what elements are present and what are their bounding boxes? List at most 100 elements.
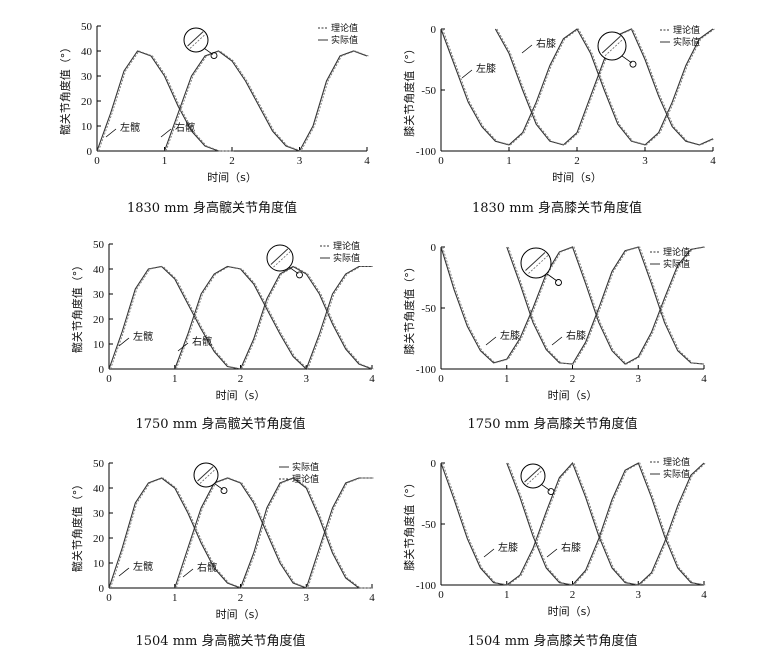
x-tick-label: 1 [162,155,168,167]
annotation-leader [521,44,533,54]
y-tick-label: 40 [81,46,93,58]
x-tick-label: 0 [106,373,112,385]
x-tick-label: 2 [238,592,244,604]
chart-caption: 1830 mm 身高膝关节角度值 [472,200,642,216]
x-tick-label: 3 [297,155,303,167]
series-line-theory [98,50,234,152]
x-tick-label: 1 [172,373,178,385]
zoom-inset [183,27,209,53]
y-axis-label: 髋关节角度值（°） [70,260,84,354]
series-line-actual [506,246,705,365]
zoom-line [525,252,546,271]
zoom-line [199,468,216,484]
series-line-theory [175,266,374,370]
y-tick-label: 40 [93,264,105,276]
annotation-leader [546,548,558,558]
legend-entry: 实际值 [663,468,690,480]
annotation-label: 左膝 [498,541,518,554]
chart-caption: 1504 mm 身高髋关节角度值 [135,633,305,649]
x-tick-label: 2 [570,373,576,385]
legend-entry: 理论值 [673,24,700,36]
annotation-leader [160,128,172,138]
series-line-theory [442,462,706,586]
zoom-line [273,251,291,268]
x-tick-label: 0 [438,155,444,167]
y-tick-label: 20 [93,314,105,326]
zoom-target [547,488,555,496]
chart-caption: 1830 mm 身高髋关节角度值 [127,200,297,216]
series-line-theory [165,50,369,152]
x-tick-label: 4 [369,373,375,385]
annotation-leader [105,128,117,138]
zoom-leader [546,273,558,282]
x-tick-label: 3 [642,155,648,167]
series-line-actual [108,477,372,589]
x-axis-label: 时间（s） [548,605,598,618]
legend-entry: 实际值 [663,258,690,270]
annotation-label: 右膝 [561,541,581,554]
y-tick-label: 30 [81,71,93,83]
zoom-inset [520,463,546,489]
legend-entry: 实际值 [292,461,319,473]
zoom-line [524,467,541,483]
series-line-theory [496,28,715,146]
zoom-line [197,466,214,482]
chart-caption: 1504 mm 身高膝关节角度值 [467,633,637,649]
series-line-theory [507,462,706,586]
annotation-leader [177,342,189,352]
zoom-inset [597,31,627,61]
y-axis-label: 髋关节角度值（°） [58,42,72,136]
annotation-leader [461,69,473,79]
series-line-actual [163,50,368,152]
x-axis-label: 时间（s） [216,608,266,621]
zoom-inset [266,244,294,272]
y-tick-label: -100 [416,580,437,592]
annotation-leader [118,337,130,347]
x-axis-label: 时间（s） [207,171,257,184]
y-tick-label: -50 [421,519,436,531]
x-tick-label: 0 [438,589,444,601]
y-tick-label: 40 [93,483,105,495]
annotation-label: 右髋 [192,335,212,348]
legend-entry: 实际值 [673,36,700,48]
x-tick-label: 4 [701,589,707,601]
x-tick-label: 0 [106,592,112,604]
annotation-label: 左髋 [133,560,153,573]
annotation-label: 左髋 [120,121,140,134]
y-tick-label: 30 [93,289,105,301]
x-tick-label: 1 [506,155,512,167]
zoom-line [604,38,624,57]
y-tick-label: -100 [416,146,437,158]
zoom-line [526,469,543,485]
zoom-line [187,31,204,47]
annotation-label: 右髋 [175,121,195,134]
legend-entry: 理论值 [663,456,690,468]
zoom-target [210,52,218,60]
series-line-actual [494,28,714,146]
y-tick-label: 0 [431,458,437,470]
annotation-label: 右膝 [566,329,586,342]
series-line-theory [110,265,374,370]
x-axis-label: 时间（s） [552,171,602,184]
zoom-line [528,255,549,274]
zoom-inset [520,247,552,279]
y-tick-label: 50 [93,458,105,470]
y-tick-label: -50 [421,85,436,97]
y-tick-label: 20 [81,96,93,108]
x-tick-label: 4 [369,592,375,604]
y-tick-label: 20 [93,533,105,545]
x-tick-label: 2 [574,155,580,167]
y-tick-label: 0 [99,583,105,595]
series-line-theory [110,477,374,589]
y-axis-label: 髋关节角度值（°） [70,479,84,573]
series-line-actual [174,265,372,370]
zoom-line [189,33,206,49]
y-tick-label: 10 [81,121,93,133]
series-line-actual [174,477,372,589]
x-tick-label: 3 [636,373,642,385]
x-tick-label: 4 [710,155,716,167]
